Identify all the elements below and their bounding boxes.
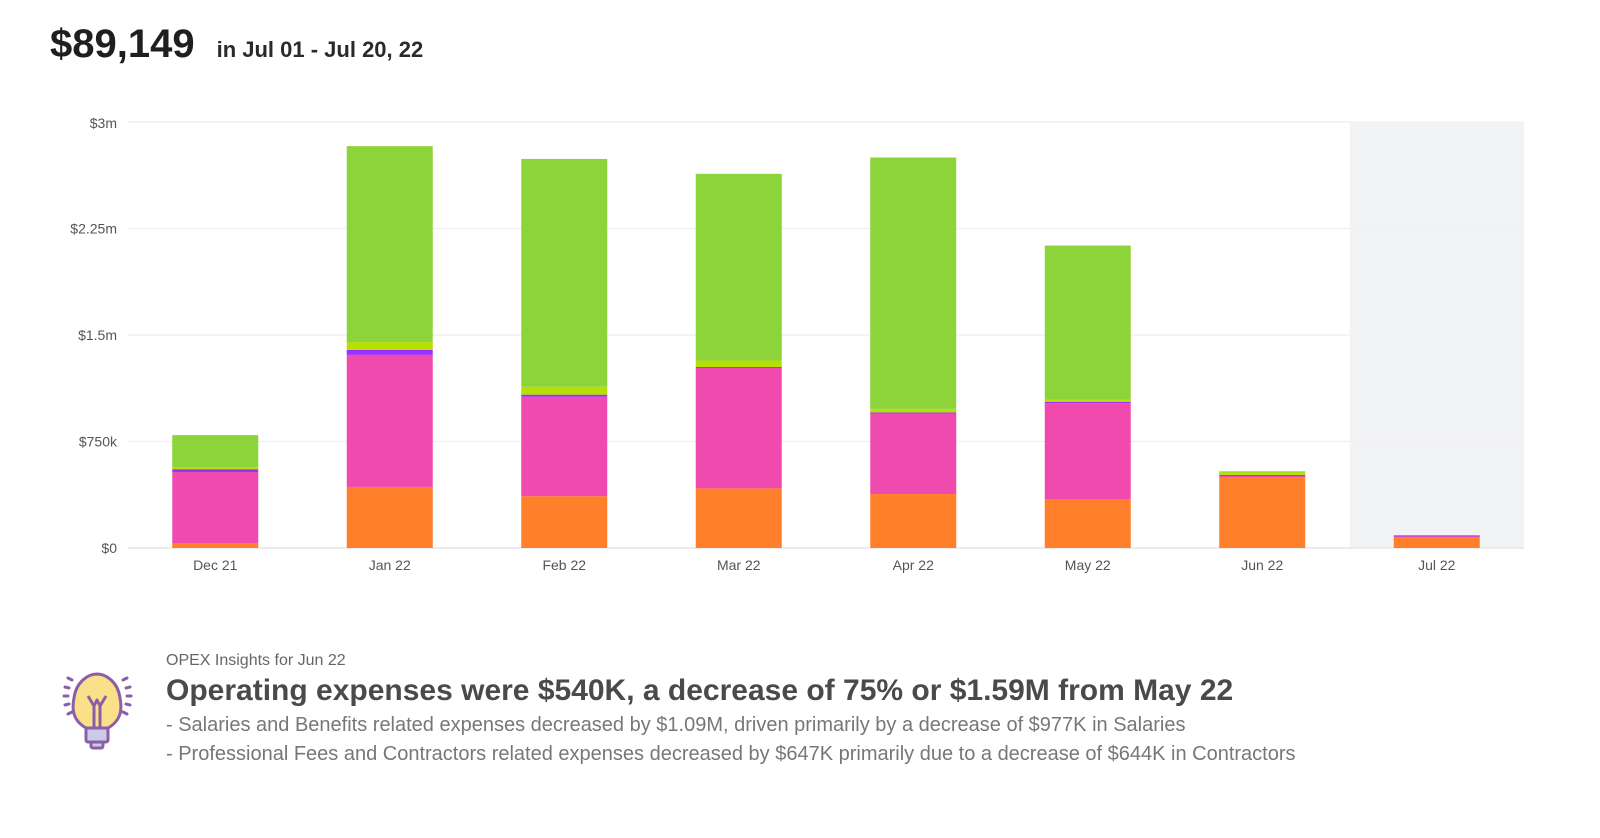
bar-segment <box>1044 499 1131 548</box>
bar-segment <box>1044 401 1131 404</box>
bar-segment <box>1044 403 1131 500</box>
lightbulb-icon <box>62 672 133 750</box>
bar-segment <box>1393 535 1480 537</box>
bar-segment <box>172 469 259 473</box>
bar-segment <box>521 158 608 387</box>
x-tick-label: Jan 22 <box>369 557 411 573</box>
insight-label: OPEX Insights for Jun 22 <box>166 652 346 669</box>
y-tick-label: $750k <box>79 434 118 450</box>
x-tick-label: Mar 22 <box>717 557 761 573</box>
insight-line: - Salaries and Benefits related expenses… <box>166 714 1186 736</box>
bar-segment <box>521 496 608 548</box>
bar-segment <box>870 413 957 495</box>
insight-line: - Professional Fees and Contractors rela… <box>166 743 1296 765</box>
bar-segment <box>1219 474 1306 476</box>
bar-segment <box>1219 477 1306 548</box>
bar-segment <box>1219 472 1306 475</box>
bar-segment <box>1219 471 1306 473</box>
bar-segment <box>172 435 259 468</box>
header: $89,149 in Jul 01 - Jul 20, 22 <box>50 22 423 67</box>
x-tick-label: Jul 22 <box>1418 557 1456 573</box>
bar-segment <box>346 349 433 355</box>
bar-segment <box>346 146 433 343</box>
bar-segment <box>695 366 782 368</box>
bar-segment <box>870 408 957 413</box>
bar-segment <box>695 367 782 489</box>
bar-segment <box>172 543 259 548</box>
bar-segment <box>346 354 433 487</box>
bar-segment <box>172 472 259 544</box>
bar-segment <box>870 157 957 409</box>
x-tick-label: Dec 21 <box>193 557 238 573</box>
bar-segment <box>1393 537 1480 548</box>
bar-segment <box>1393 536 1480 538</box>
bar-segment <box>1044 245 1131 400</box>
total-amount: $89,149 <box>50 22 195 66</box>
period-label: in Jul 01 - Jul 20, 22 <box>216 37 424 62</box>
bar-segment <box>695 488 782 548</box>
x-tick-label: Apr 22 <box>893 557 934 573</box>
bar-segment <box>870 412 957 414</box>
bar-segment <box>1219 475 1306 477</box>
y-tick-label: $3m <box>90 115 117 131</box>
y-tick-label: $1.5m <box>78 327 117 343</box>
x-tick-label: Jun 22 <box>1241 557 1283 573</box>
bar-segment <box>521 396 608 497</box>
x-tick-label: May 22 <box>1065 557 1111 573</box>
bar-segment <box>695 173 782 361</box>
opex-stacked-bar-chart: $0 $750k $1.5m $2.25m $3m Dec 21 Jan 22 Feb 22 M… <box>70 115 1524 573</box>
bar-segment <box>346 342 433 350</box>
bar-segment <box>172 467 259 470</box>
bar-segment <box>521 386 608 395</box>
bar-segment <box>695 360 782 367</box>
bar-segment <box>870 494 957 548</box>
insight-headline: Operating expenses were $540K, a decreas… <box>166 674 1234 707</box>
bar-segment <box>1044 399 1131 402</box>
bar-segment <box>521 394 608 397</box>
bar-segment <box>346 486 433 548</box>
y-tick-label: $0 <box>101 540 117 556</box>
y-tick-label: $2.25m <box>70 221 117 237</box>
x-tick-label: Feb 22 <box>542 557 586 573</box>
